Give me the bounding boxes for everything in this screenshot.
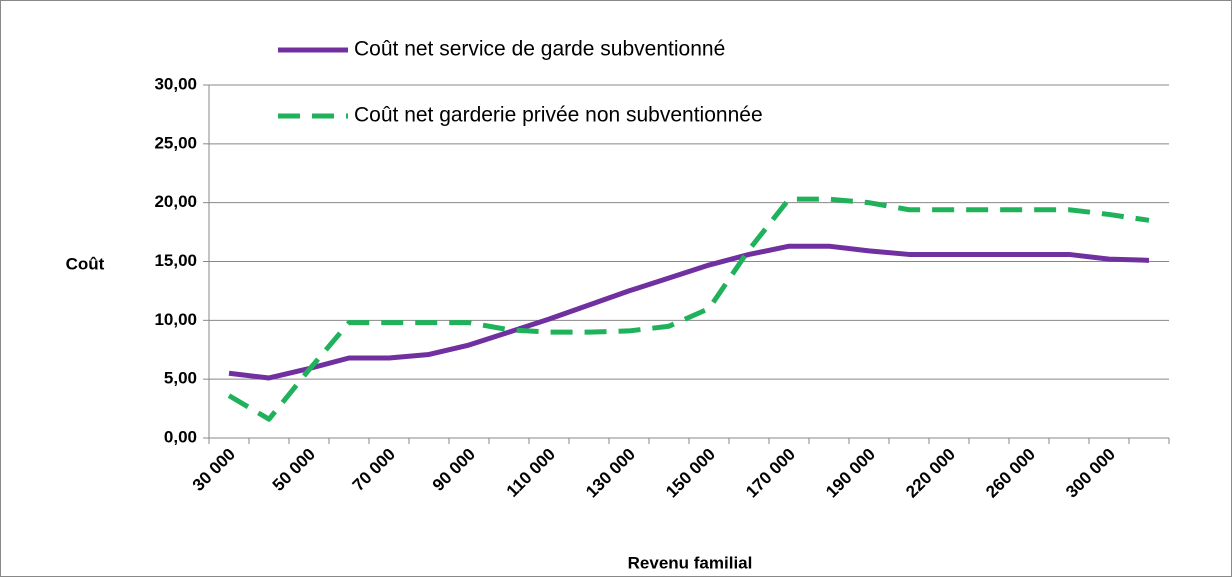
series-line bbox=[228, 243, 1150, 381]
series-line bbox=[227, 196, 1150, 422]
legend-label: Coût net garderie privée non subventionn… bbox=[354, 104, 763, 127]
legend-label: Coût net service de garde subventionné bbox=[354, 38, 725, 61]
x-axis-title: Revenu familial bbox=[628, 553, 753, 572]
y-tick-label: 10,00 bbox=[154, 310, 197, 329]
y-tick-label: 20,00 bbox=[154, 192, 197, 211]
y-tick-label: 15,00 bbox=[154, 251, 197, 270]
y-tick-label: 0,00 bbox=[164, 427, 197, 446]
y-axis-title: Coût bbox=[66, 254, 105, 273]
y-tick-label: 30,00 bbox=[154, 74, 197, 93]
y-tick-label: 25,00 bbox=[154, 133, 197, 152]
y-tick-label: 5,00 bbox=[164, 369, 197, 388]
